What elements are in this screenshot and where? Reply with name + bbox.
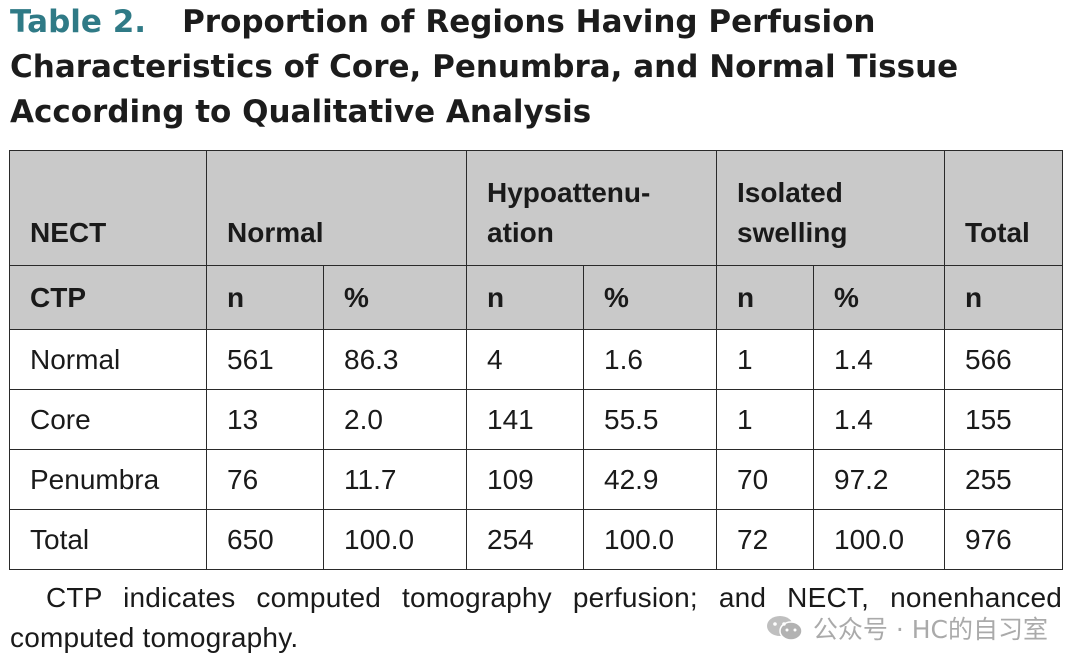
table-cell: 55.5 xyxy=(583,389,717,450)
wechat-icon xyxy=(765,614,805,642)
header-unit: n xyxy=(206,265,324,330)
header-total: Total xyxy=(944,150,1063,266)
table-cell: 42.9 xyxy=(583,449,717,510)
header-unit: n xyxy=(944,265,1063,330)
table-cell: 1 xyxy=(716,329,814,390)
table-cell: 100.0 xyxy=(323,509,467,570)
header-unit: % xyxy=(583,265,717,330)
table-cell: 561 xyxy=(206,329,324,390)
data-table: NECT Normal Hypoattenu-ation Isolated sw… xyxy=(9,150,1063,570)
table-cell: 72 xyxy=(716,509,814,570)
table-cell: 13 xyxy=(206,389,324,450)
row-label: Total xyxy=(9,509,207,570)
table-cell: 141 xyxy=(466,389,584,450)
table-cell: 976 xyxy=(944,509,1063,570)
row-label: Penumbra xyxy=(9,449,207,510)
header-nect: NECT xyxy=(9,150,207,266)
watermark-text: 公众号 · HC的自习室 xyxy=(812,615,1048,644)
table-caption: Table 2. Proportion of Regions Having Per… xyxy=(10,0,1072,135)
table-number: Table 2. xyxy=(10,4,147,40)
table-footnote: CTP indicates computed tomography perfus… xyxy=(10,582,1062,653)
table-cell: 97.2 xyxy=(813,449,945,510)
table-cell: 2.0 xyxy=(323,389,467,450)
table-cell: 650 xyxy=(206,509,324,570)
table-row: Total 650 100.0 254 100.0 72 100.0 976 xyxy=(9,509,1063,570)
header-isolated-swelling: Isolated swelling xyxy=(716,150,945,266)
table-cell: 1.4 xyxy=(813,389,945,450)
table-cell: 100.0 xyxy=(813,509,945,570)
table-cell: 155 xyxy=(944,389,1063,450)
header-row-units: CTP n % n % n % n xyxy=(9,265,1063,330)
watermark: 公众号 · HC的自习室 xyxy=(765,610,1048,646)
table-cell: 255 xyxy=(944,449,1063,510)
table-cell: 76 xyxy=(206,449,324,510)
header-unit: % xyxy=(323,265,467,330)
row-label: Core xyxy=(9,389,207,450)
table-cell: 1.4 xyxy=(813,329,945,390)
table-cell: 1 xyxy=(716,389,814,450)
header-hypoattenuation: Hypoattenu-ation xyxy=(466,150,717,266)
header-normal: Normal xyxy=(206,150,467,266)
table-cell: 254 xyxy=(466,509,584,570)
table-cell: 4 xyxy=(466,329,584,390)
table-cell: 11.7 xyxy=(323,449,467,510)
table-cell: 70 xyxy=(716,449,814,510)
header-unit: % xyxy=(813,265,945,330)
table-row: Normal 561 86.3 4 1.6 1 1.4 566 xyxy=(9,329,1063,390)
header-unit: n xyxy=(716,265,814,330)
table-cell: 109 xyxy=(466,449,584,510)
table-row: Core 13 2.0 141 55.5 1 1.4 155 xyxy=(9,389,1063,450)
header-unit: n xyxy=(466,265,584,330)
row-label: Normal xyxy=(9,329,207,390)
table-cell: 100.0 xyxy=(583,509,717,570)
table-cell: 566 xyxy=(944,329,1063,390)
header-ctp: CTP xyxy=(9,265,207,330)
table-cell: 1.6 xyxy=(583,329,717,390)
table-title: Proportion of Regions Having Perfusion C… xyxy=(10,4,959,130)
table-row: Penumbra 76 11.7 109 42.9 70 97.2 255 xyxy=(9,449,1063,510)
header-row-groups: NECT Normal Hypoattenu-ation Isolated sw… xyxy=(9,150,1063,266)
table-cell: 86.3 xyxy=(323,329,467,390)
